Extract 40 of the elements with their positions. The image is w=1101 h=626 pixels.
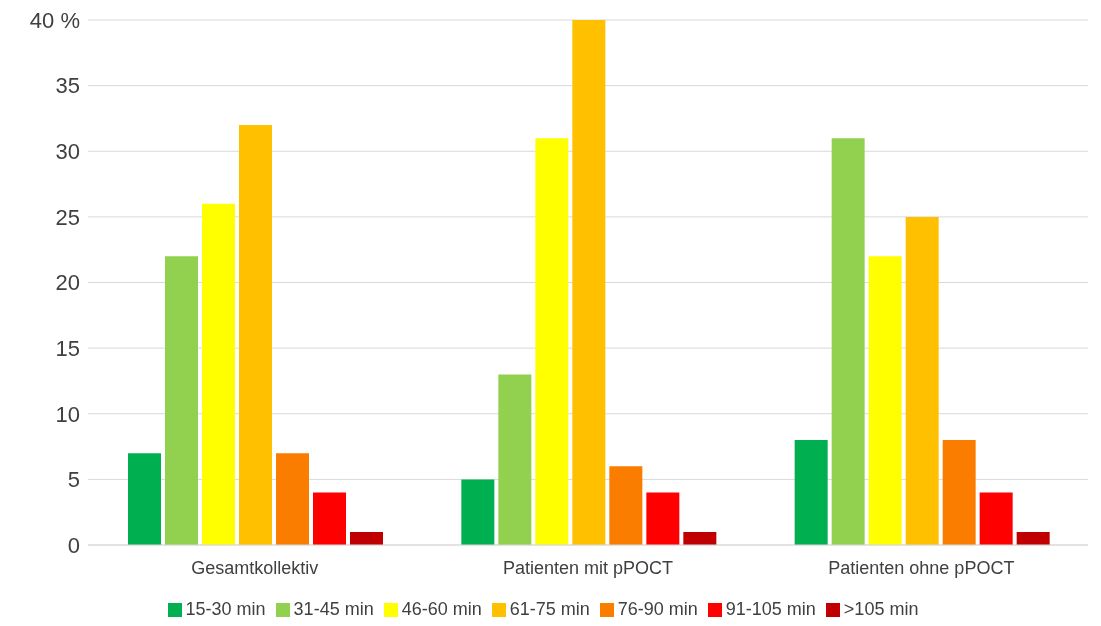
bar xyxy=(202,203,235,545)
y-tick-label: 10 xyxy=(55,401,80,427)
legend-label: 61-75 min xyxy=(509,599,590,619)
bar xyxy=(535,138,569,545)
y-tick-label: 20 xyxy=(55,270,80,296)
bar xyxy=(1016,531,1050,545)
bar xyxy=(350,531,383,545)
bar xyxy=(831,138,865,545)
y-tick-label: 30 xyxy=(55,139,80,165)
bar xyxy=(128,453,161,545)
legend-label: 76-90 min xyxy=(617,599,698,619)
y-tick-label: 15 xyxy=(55,335,80,361)
bar xyxy=(942,440,976,545)
bar xyxy=(794,440,828,545)
bar xyxy=(683,531,717,545)
x-tick-label: Patienten ohne pPOCT xyxy=(828,557,1015,578)
bar xyxy=(239,125,272,545)
bar xyxy=(498,374,532,545)
bar xyxy=(313,492,346,545)
legend-label: 91-105 min xyxy=(725,599,816,619)
y-tick-label: 5 xyxy=(67,467,80,493)
bar xyxy=(646,492,680,545)
bar xyxy=(461,479,495,545)
x-tick-label: Patienten mit pPOCT xyxy=(502,557,674,578)
y-tick-label: 0 xyxy=(67,532,80,558)
bar xyxy=(609,466,643,545)
bar xyxy=(165,256,198,545)
x-tick-label: Gesamtkollektiv xyxy=(191,557,319,578)
legend-label: 15-30 min xyxy=(185,599,266,619)
legend-label: 31-45 min xyxy=(293,599,374,619)
bar xyxy=(276,453,309,545)
bar xyxy=(905,216,939,545)
legend-label: >105 min xyxy=(843,599,919,619)
y-tick-label: 35 xyxy=(55,73,80,99)
y-tick-label: 25 xyxy=(55,204,80,230)
legend-label: 46-60 min xyxy=(401,599,482,619)
y-tick-label: 40 % xyxy=(29,7,80,33)
bar xyxy=(979,492,1013,545)
bar xyxy=(572,20,606,545)
bar xyxy=(868,256,902,545)
